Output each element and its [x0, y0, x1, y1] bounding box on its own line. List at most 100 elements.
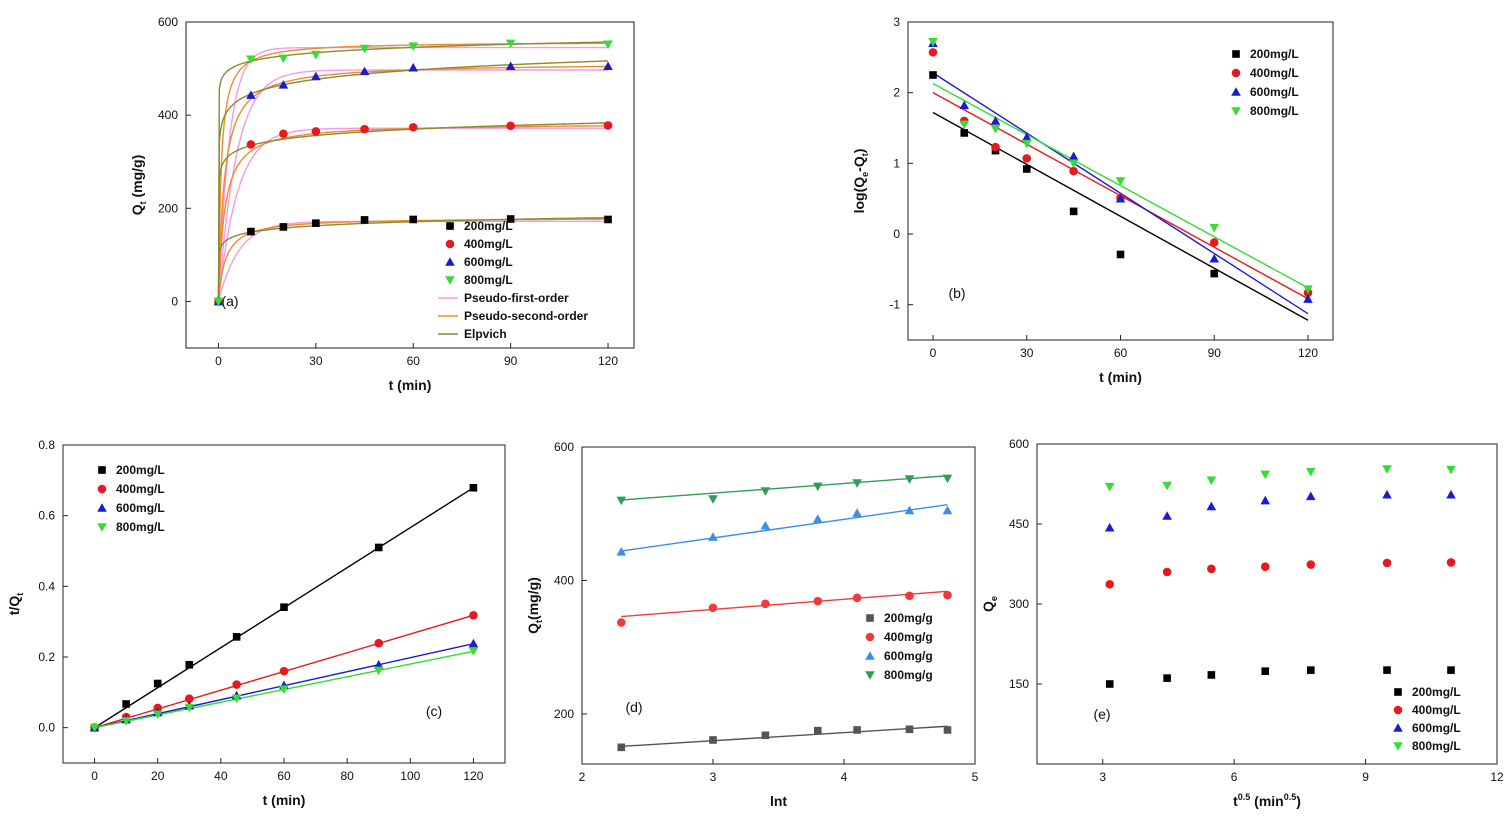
legend-marker: [1231, 107, 1241, 116]
legend-label: 800mg/L: [464, 273, 513, 287]
data-point: [1446, 465, 1456, 475]
x-tick-label: 12: [1490, 770, 1504, 784]
fit-line-3: [621, 475, 948, 501]
legend-marker: [1393, 705, 1403, 715]
data-point: [960, 129, 969, 137]
data-point: [408, 122, 418, 132]
data-point: [373, 659, 384, 669]
data-point: [468, 638, 479, 648]
data-point: [279, 223, 288, 231]
x-tick-label: 60: [407, 354, 421, 368]
legend-marker: [865, 651, 875, 660]
data-point: [122, 700, 130, 708]
data-point: [246, 55, 256, 65]
y-tick-label: 450: [1009, 517, 1029, 531]
panel-label: (b): [948, 285, 965, 301]
data-point: [246, 90, 256, 99]
data-point: [184, 703, 195, 713]
fit-curve-elovich-2: [217, 60, 608, 302]
data-point: [1069, 207, 1078, 216]
y-tick-label: 600: [554, 440, 574, 454]
data-point: [813, 482, 823, 492]
data-point: [959, 100, 970, 110]
fit-curve-pfo-0: [217, 220, 608, 302]
legend-label: 400mg/L: [116, 482, 165, 496]
data-point: [469, 611, 478, 620]
x-tick-label: 40: [214, 769, 228, 783]
data-point: [311, 71, 321, 81]
data-point: [813, 596, 823, 606]
data-point: [853, 726, 861, 734]
x-tick-label: 4: [841, 770, 848, 784]
y-tick-label: 0.0: [38, 721, 55, 735]
data-point: [616, 496, 627, 506]
legend-label: 600mg/L: [1250, 85, 1299, 99]
data-point: [506, 215, 515, 223]
legend-label: Pseudo-first-order: [464, 291, 569, 305]
fit-curve-pso-2: [217, 65, 608, 302]
data-point: [232, 633, 241, 641]
y-tick-label: 200: [158, 201, 178, 215]
x-tick-label: 80: [340, 769, 354, 783]
data-point: [1068, 151, 1079, 161]
data-point: [1115, 193, 1126, 203]
x-tick-label: 3: [1099, 770, 1106, 784]
x-tick-label: 0: [930, 346, 937, 360]
plot-area: [616, 474, 953, 752]
data-point: [468, 647, 479, 656]
data-point: [1104, 482, 1115, 492]
data-point: [708, 495, 718, 504]
data-point: [1116, 250, 1125, 259]
data-point: [278, 80, 289, 89]
data-point: [603, 121, 613, 130]
fit-curve-elovich-0: [217, 217, 608, 302]
data-point: [360, 216, 369, 224]
x-tick-label: 120: [598, 354, 618, 368]
y-tick-label: -1: [889, 298, 900, 312]
data-point: [1383, 666, 1391, 674]
data-point: [279, 129, 288, 139]
data-point: [1206, 501, 1217, 511]
fit-line-2: [932, 72, 1309, 315]
plot-area: [1104, 465, 1456, 688]
y-axis-label: Qe: [980, 596, 999, 612]
legend-marker: [865, 671, 875, 680]
legend-marker: [1231, 68, 1241, 78]
data-point: [942, 505, 953, 515]
legend-label: 600mg/L: [1412, 721, 1461, 735]
data-point: [852, 593, 862, 603]
plot-area: [928, 37, 1313, 321]
chart-panel-e: 3 6 9 12 150 300 450 600 t0.5 (min0.5) Qe 200mg/L 4…: [980, 437, 1504, 809]
data-point: [943, 590, 952, 600]
y-axis-label: Qt (mg/g): [129, 155, 148, 216]
data-point: [1306, 491, 1316, 501]
data-point: [1446, 558, 1456, 567]
legend-label: 800mg/L: [1412, 739, 1461, 753]
x-tick-label: 9: [1362, 770, 1369, 784]
panel-label: (d): [625, 699, 642, 715]
data-point: [1207, 564, 1216, 574]
data-point: [1260, 562, 1270, 571]
data-point: [1022, 165, 1031, 173]
data-point: [280, 603, 288, 611]
data-point: [760, 487, 771, 496]
fit-line-1: [621, 590, 948, 618]
legend-label: 200mg/L: [116, 463, 165, 477]
legend: 200mg/L 400mg/L 600mg/L 800mg/L: [1231, 47, 1299, 118]
x-tick-label: 20: [151, 769, 165, 783]
data-point: [761, 731, 770, 740]
data-point: [813, 514, 823, 523]
data-point: [1382, 558, 1392, 568]
legend-marker: [1394, 688, 1402, 696]
y-tick-label: 0: [893, 227, 900, 241]
data-point: [990, 116, 1001, 125]
data-point: [1206, 476, 1217, 486]
x-tick-label: 0: [215, 354, 222, 368]
legend-marker: [1232, 50, 1240, 58]
legend-marker: [1231, 87, 1241, 96]
legend-label: 200mg/L: [1250, 47, 1299, 61]
legend: 200mg/L 400mg/L 600mg/L 800mg/L: [97, 463, 165, 534]
legend-label: Elpvich: [464, 327, 507, 341]
data-point: [506, 121, 515, 131]
plot-frame: [185, 21, 635, 349]
